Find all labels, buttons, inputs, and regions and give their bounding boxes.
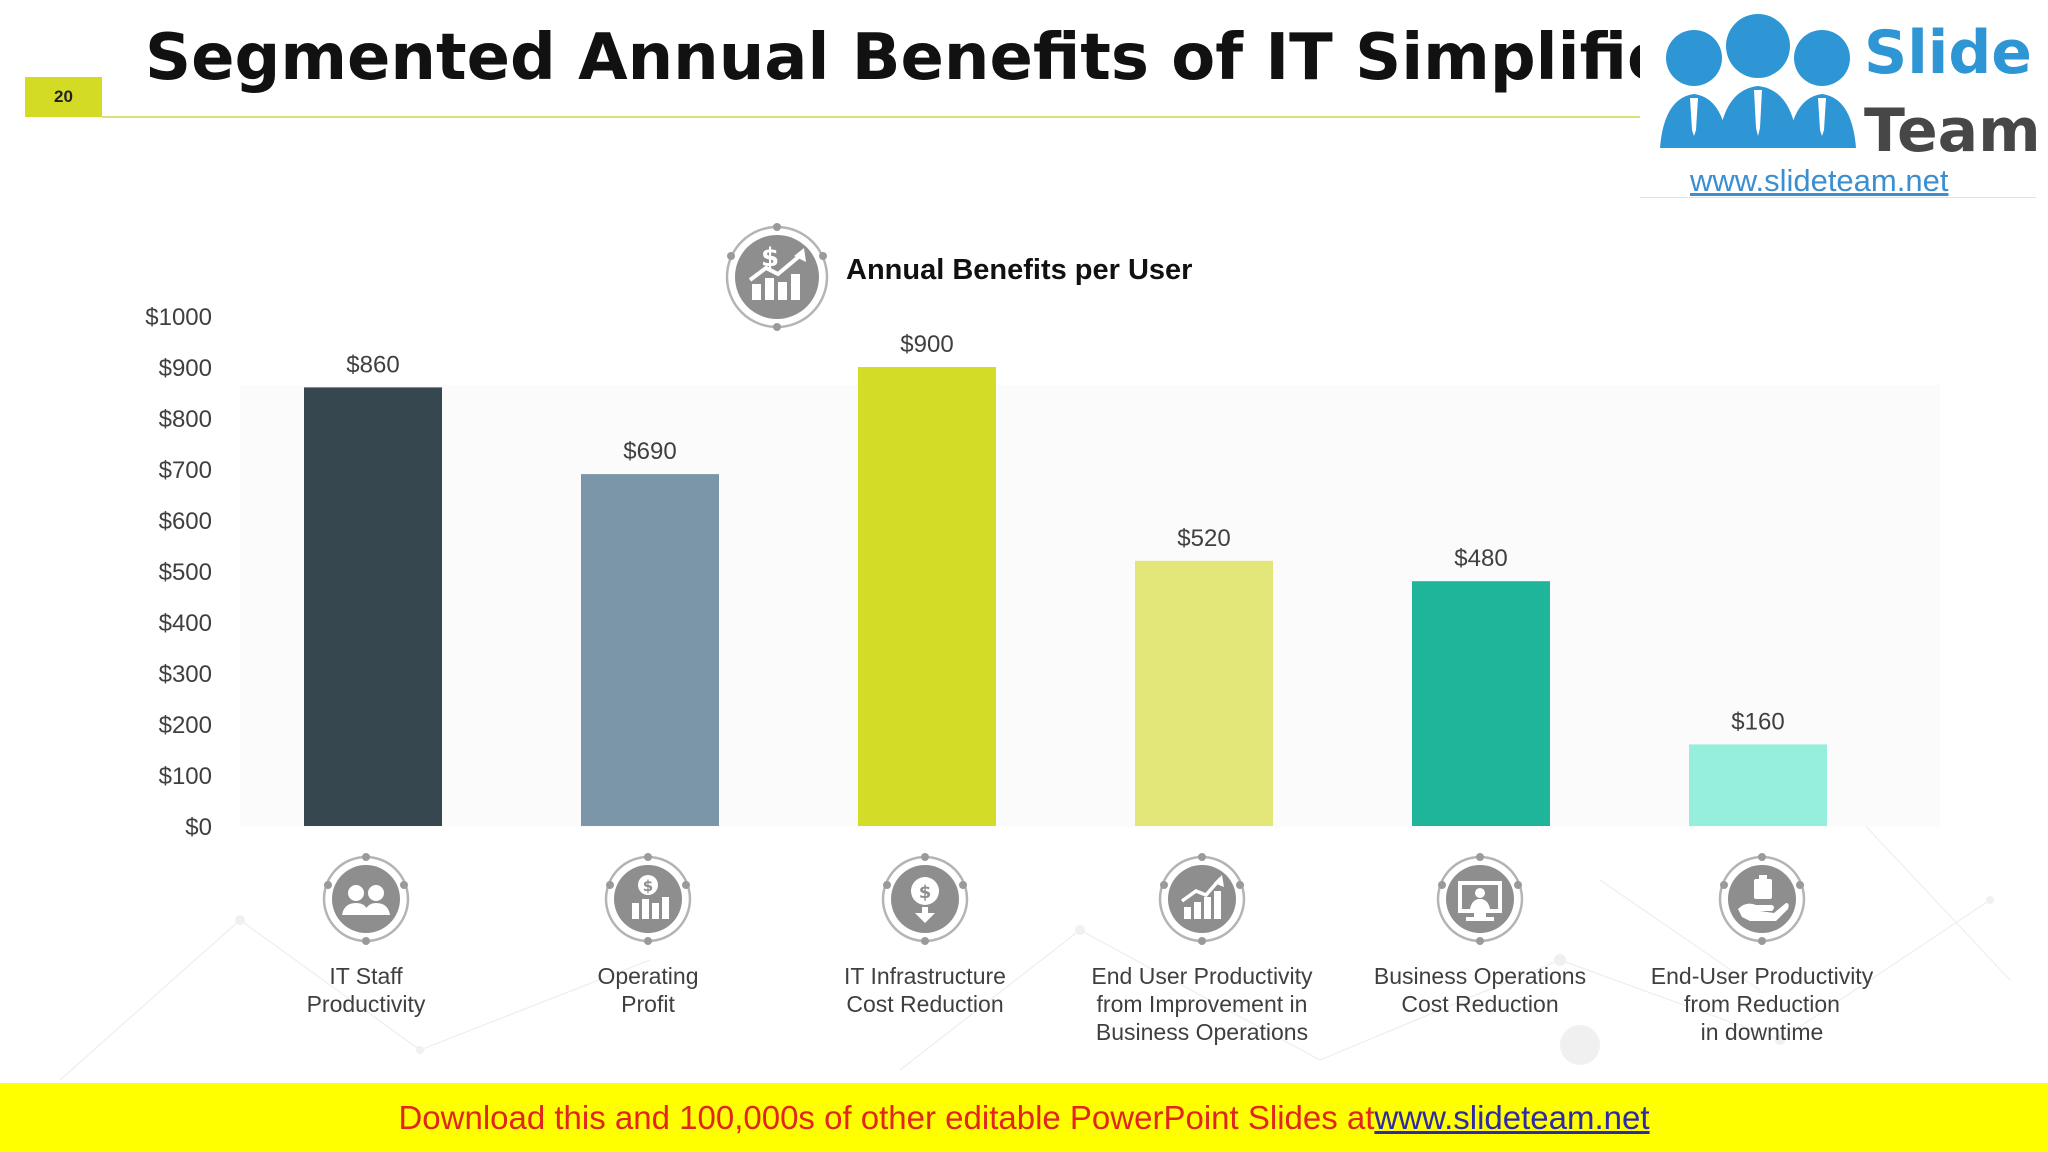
dollar-growth-chart-icon: $ [725,223,829,331]
bar [858,367,996,826]
chart-title: Annual Benefits per User [846,254,1193,286]
y-tick-label: $900 [159,355,212,382]
value-labels: $860 $690 $900 $520 $480 $160 [346,331,1784,735]
bars [304,367,1827,826]
svg-text:$: $ [761,243,779,273]
category-label-operating-profit: Operating Profit [597,963,699,1017]
bar-value-label: $480 [1454,545,1507,572]
y-tick-label: $1000 [145,304,212,331]
bar-value-label: $900 [900,331,953,358]
slideteam-logo: Slide Team www.slideteam.net [1640,0,2041,198]
dollar-down-icon: $ [881,853,969,945]
team-people-icon [1660,14,1856,148]
y-tick-label: $800 [159,406,212,433]
logo-divider [1640,197,2036,198]
footer-banner: Download this and 100,000s of other edit… [0,1083,2048,1152]
slide-title: Segmented Annual Benefits of IT Simplifi… [145,21,1851,95]
bar [581,474,719,826]
y-tick-label: $200 [159,712,212,739]
y-tick-label: $300 [159,661,212,688]
bar [1689,744,1827,826]
y-tick-label: $500 [159,559,212,586]
y-axis: $0 $100 $200 $300 $400 $500 $600 $700 $800 $900 $1… [145,304,212,841]
y-tick-label: $600 [159,508,212,535]
staff-people-icon [322,853,410,945]
y-tick-label: $0 [185,814,212,841]
svg-text:$: $ [643,877,653,895]
footer-link[interactable]: www.slideteam.net [1374,1098,1650,1136]
bar-value-label: $520 [1177,525,1230,552]
category-label-end-user-business-ops: End User Productivity from Improvement i… [1091,963,1313,1045]
rising-bars-icon [1158,853,1246,945]
category-label-it-infrastructure: IT Infrastructure Cost Reduction [844,963,1006,1017]
bar [304,387,442,826]
svg-text:$: $ [919,882,932,903]
footer-text: Download this and 100,000s of other edit… [398,1098,1375,1136]
y-tick-label: $700 [159,457,212,484]
bar-value-label: $860 [346,351,399,378]
profit-chart-icon: $ [604,853,692,945]
logo-word-team: Team [1864,96,2041,166]
category-label-business-ops-cost: Business Operations Cost Reduction [1373,963,1587,1017]
title-divider [102,116,1642,118]
logo-word-slide: Slide [1864,18,2032,88]
bar-value-label: $160 [1731,708,1784,735]
slide-number: 20 [25,77,102,117]
plot-area [240,385,1940,827]
y-tick-label: $400 [159,610,212,637]
hand-care-icon [1718,853,1806,945]
y-tick-label: $100 [159,763,212,790]
category-label-end-user-downtime: End-User Productivity from Reduction in … [1650,963,1874,1045]
category-label-it-staff: IT Staff Productivity [306,963,426,1017]
bar [1135,560,1273,826]
bar-value-label: $690 [623,438,676,465]
bar [1412,581,1550,826]
logo-url-link[interactable]: www.slideteam.net [1690,163,1949,198]
monitor-presentation-icon [1436,853,1524,945]
